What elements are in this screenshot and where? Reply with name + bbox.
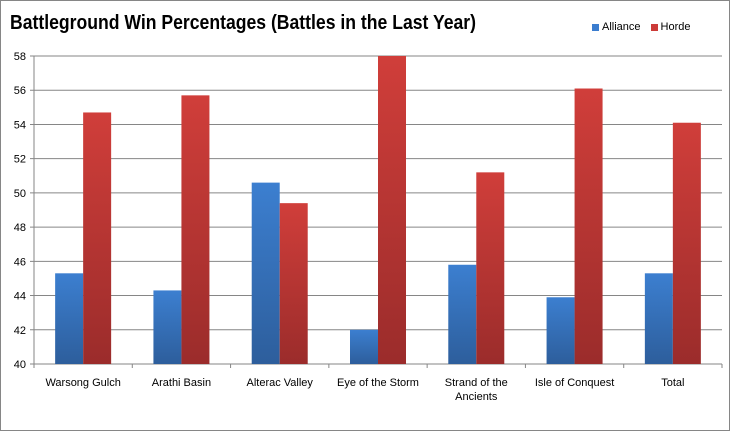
x-tick-label: Arathi Basin <box>152 377 211 389</box>
y-tick-label: 48 <box>14 222 26 234</box>
y-tick-label: 50 <box>14 188 26 200</box>
y-tick-label: 56 <box>14 85 26 97</box>
x-tick-label: Eye of the Storm <box>337 377 419 389</box>
bar-alliance <box>55 273 84 364</box>
y-tick-label: 44 <box>14 291 26 303</box>
bar-horde <box>279 203 308 364</box>
legend-swatch-horde <box>650 23 658 31</box>
bar-horde <box>181 95 210 364</box>
y-tick-label: 46 <box>14 256 26 268</box>
x-tick-label: Warsong Gulch <box>45 377 120 389</box>
x-tick-label: Strand of the <box>445 377 508 389</box>
legend-item-alliance: Alliance <box>592 21 641 33</box>
y-tick-label: 54 <box>14 119 26 131</box>
y-tick-label: 40 <box>14 359 26 371</box>
y-tick-label: 52 <box>14 154 26 166</box>
bar-horde <box>672 122 701 364</box>
bar-horde <box>83 112 112 364</box>
bar-horde <box>476 172 505 364</box>
legend-label-alliance: Alliance <box>602 21 641 33</box>
bar-alliance <box>448 264 477 364</box>
bar-alliance <box>153 290 182 364</box>
bar-horde <box>574 88 603 364</box>
bar-horde <box>378 56 406 364</box>
legend-swatch-alliance <box>592 23 599 31</box>
bar-alliance <box>546 297 575 364</box>
bar-alliance <box>644 273 673 364</box>
legend-label-horde: Horde <box>660 21 691 33</box>
legend: Alliance Horde <box>592 21 691 33</box>
x-tick-label: Isle of Conquest <box>535 377 615 389</box>
bar-alliance <box>251 182 280 364</box>
x-tick-label: Alterac Valley <box>246 377 313 389</box>
x-tick-label: Ancients <box>455 391 498 403</box>
x-tick-label: Total <box>661 377 684 389</box>
y-tick-label: 58 <box>14 51 26 63</box>
y-tick-label: 42 <box>14 325 26 337</box>
bar-alliance <box>350 329 378 364</box>
legend-item-horde: Horde <box>650 21 691 33</box>
chart-title: Battleground Win Percentages (Battles in… <box>10 12 477 34</box>
